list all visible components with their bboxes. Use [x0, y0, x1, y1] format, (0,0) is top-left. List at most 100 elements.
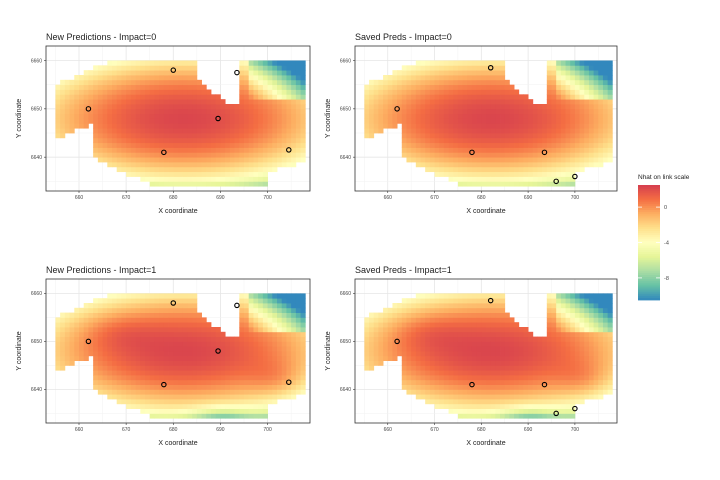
raster-cell: [378, 351, 384, 357]
raster-cell: [528, 99, 534, 105]
raster-cell: [490, 360, 496, 366]
raster-cell: [168, 355, 174, 361]
raster-cell: [523, 181, 529, 187]
raster-cell: [500, 317, 506, 323]
raster-cell: [514, 375, 520, 381]
observation-point: [469, 149, 475, 156]
raster-cell: [546, 128, 552, 134]
raster-cell: [411, 108, 417, 115]
raster-cell: [602, 128, 609, 134]
raster-cell: [258, 84, 264, 90]
raster-cell: [196, 181, 202, 187]
raster-cell: [281, 70, 287, 76]
raster-cell: [514, 137, 520, 144]
raster-cell: [546, 79, 552, 86]
raster-cell: [300, 379, 306, 385]
raster-cell: [462, 408, 468, 414]
raster-cell: [248, 128, 254, 134]
raster-cell: [415, 157, 421, 163]
raster-cell: [532, 394, 538, 400]
raster-cell: [411, 303, 417, 309]
raster-cell: [579, 128, 585, 134]
raster-cell: [149, 152, 155, 158]
raster-cell: [239, 355, 245, 361]
raster-cell: [196, 360, 202, 366]
raster-cell: [135, 403, 141, 409]
raster-cell: [248, 157, 254, 163]
raster-cell: [79, 322, 85, 328]
raster-cell: [229, 142, 235, 148]
raster-cell: [462, 79, 468, 86]
raster-cell: [112, 118, 118, 124]
raster-cell: [253, 360, 259, 366]
raster-cell: [420, 133, 426, 139]
raster-cell: [220, 171, 226, 177]
raster-cell: [397, 303, 403, 309]
raster-cell: [201, 355, 207, 361]
raster-cell: [201, 123, 207, 129]
raster-cell: [267, 65, 273, 71]
raster-cell: [168, 94, 174, 100]
raster-cell: [415, 104, 421, 110]
raster-cell: [579, 307, 585, 313]
raster-cell: [295, 307, 301, 313]
raster-cell: [509, 351, 515, 357]
raster-cell: [551, 108, 557, 115]
raster-cell: [369, 331, 375, 337]
raster-cell: [201, 317, 207, 323]
raster-cell: [258, 176, 264, 182]
raster-cell: [551, 99, 557, 105]
raster-cell: [182, 79, 188, 86]
raster-cell: [112, 152, 118, 158]
raster-cell: [542, 389, 548, 395]
raster-cell: [570, 176, 576, 182]
raster-cell: [135, 365, 141, 371]
raster-cell: [248, 379, 254, 385]
raster-cell: [163, 113, 169, 119]
raster-cell: [201, 133, 207, 139]
raster-cell: [556, 123, 562, 129]
raster-cell: [443, 79, 449, 86]
raster-cell: [429, 60, 435, 66]
raster-cell: [220, 128, 226, 134]
raster-cell: [434, 166, 440, 173]
raster-cell: [532, 137, 538, 144]
raster-cell: [187, 317, 193, 323]
raster-cell: [598, 370, 604, 376]
raster-cell: [579, 142, 585, 148]
raster-cell: [277, 157, 283, 163]
raster-cell: [453, 331, 459, 337]
raster-cell: [272, 70, 278, 76]
raster-cell: [182, 171, 188, 177]
raster-cell: [579, 394, 585, 400]
raster-cell: [277, 322, 283, 328]
observation-points: [394, 297, 578, 417]
raster-cell: [116, 137, 122, 144]
raster-cell: [551, 327, 557, 333]
raster-cell: [514, 408, 520, 414]
raster-cell: [504, 133, 510, 139]
raster-cell: [79, 118, 85, 124]
raster-cell: [500, 379, 506, 385]
raster-cell: [556, 65, 562, 71]
raster-cell: [220, 113, 226, 119]
raster-cell: [112, 327, 118, 333]
raster-cell: [140, 327, 146, 333]
raster-cell: [420, 351, 426, 357]
raster-cell: [369, 108, 375, 115]
raster-cell: [262, 375, 268, 381]
raster-cell: [364, 360, 370, 366]
raster-cell: [462, 298, 468, 304]
raster-cell: [182, 384, 188, 390]
raster-cell: [277, 128, 283, 134]
raster-cell: [411, 317, 417, 323]
raster-cell: [234, 341, 240, 347]
raster-cell: [570, 331, 576, 337]
raster-cell: [542, 370, 548, 376]
raster-cell: [518, 365, 524, 371]
raster-cell: [211, 133, 217, 139]
raster-cell: [584, 147, 590, 153]
raster-cell: [149, 104, 155, 110]
raster-cell: [262, 408, 268, 414]
raster-cell: [570, 113, 576, 119]
